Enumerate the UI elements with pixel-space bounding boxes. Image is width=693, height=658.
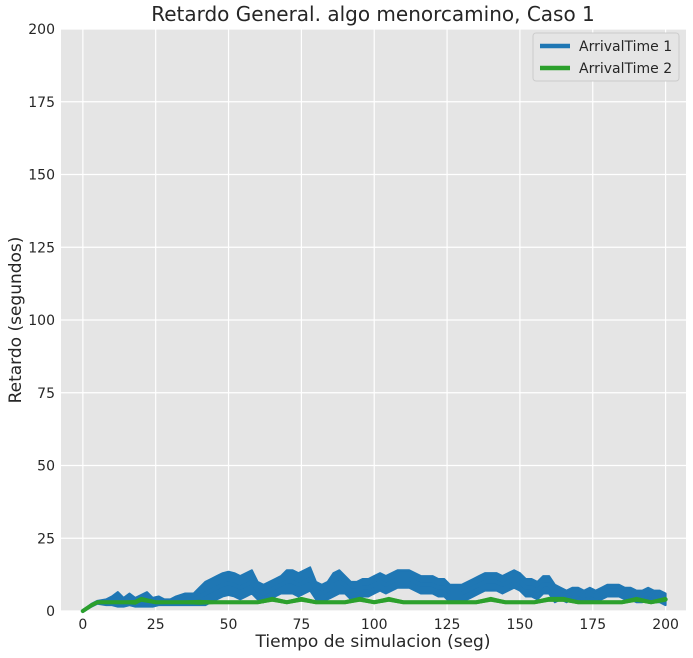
y-tick-labels: 0 25 50 75 100 125 150 175 200 xyxy=(28,22,55,620)
legend-label-series-1: ArrivalTime 1 xyxy=(579,39,672,55)
grid-lines xyxy=(61,28,686,612)
y-tick-label: 0 xyxy=(46,604,55,620)
series-line-arrivaltime-1 xyxy=(80,576,668,613)
x-tick-label: 50 xyxy=(220,617,238,633)
series-line-arrivaltime-2 xyxy=(80,597,668,613)
y-tick-label: 25 xyxy=(37,531,55,547)
y-tick-label: 175 xyxy=(28,95,55,111)
x-tick-label: 200 xyxy=(652,617,679,633)
x-tick-label: 75 xyxy=(292,617,310,633)
y-axis-label: Retardo (segundos) xyxy=(6,237,26,404)
y-tick-label: 125 xyxy=(28,240,55,256)
chart-title: Retardo General. algo menorcamino, Caso … xyxy=(151,2,595,26)
x-tick-labels: 0 25 50 75 100 125 150 175 200 xyxy=(78,617,679,633)
x-tick-label: 100 xyxy=(361,617,388,633)
series-layer xyxy=(80,566,668,613)
y-tick-label: 75 xyxy=(37,386,55,402)
x-tick-label: 0 xyxy=(78,617,87,633)
x-tick-label: 25 xyxy=(147,617,165,633)
y-tick-label: 150 xyxy=(28,168,55,184)
y-tick-label: 50 xyxy=(37,459,55,475)
x-tick-label: 125 xyxy=(434,617,461,633)
x-tick-label: 175 xyxy=(579,617,606,633)
y-tick-label: 200 xyxy=(28,22,55,38)
legend: ArrivalTime 1 ArrivalTime 2 xyxy=(532,32,680,82)
x-tick-label: 150 xyxy=(507,617,534,633)
x-axis-label: Tiempo de simulacion (seg) xyxy=(255,632,491,652)
y-tick-label: 100 xyxy=(28,313,55,329)
legend-label-series-2: ArrivalTime 2 xyxy=(579,61,672,77)
